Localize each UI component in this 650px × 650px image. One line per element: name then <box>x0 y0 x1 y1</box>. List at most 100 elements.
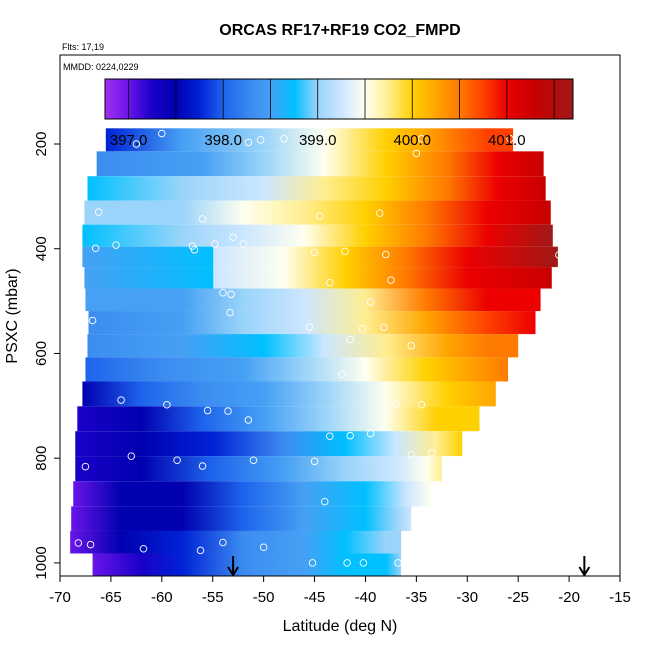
sample-point <box>310 457 319 466</box>
sample-point <box>227 290 235 299</box>
sample-point <box>555 251 563 259</box>
sample-point <box>224 407 232 415</box>
sample-point <box>407 450 416 459</box>
x-tick-label: -40 <box>355 589 377 606</box>
y-tick-label: 800 <box>33 446 50 471</box>
colorbar-tick-label: 397.0 <box>110 132 148 149</box>
sample-point <box>315 212 324 221</box>
sample-point <box>407 341 416 350</box>
sample-point <box>343 559 351 567</box>
colorbar-tick-label: 401.0 <box>488 132 526 149</box>
x-tick-label: -15 <box>609 589 631 606</box>
sample-point <box>132 140 141 148</box>
sample-point <box>219 538 227 547</box>
sample-point <box>346 431 354 440</box>
heatmap-band <box>84 267 552 289</box>
sample-point <box>359 559 368 567</box>
y-tick-label: 600 <box>33 341 50 366</box>
sample-point <box>94 208 103 216</box>
sample-point <box>203 406 212 415</box>
colorbar-ramp <box>104 78 574 120</box>
sample-point <box>427 449 436 457</box>
sample-point <box>320 497 329 506</box>
y-tick-label: 200 <box>33 131 50 156</box>
sample-point <box>341 247 349 256</box>
sample-point <box>366 429 375 438</box>
sample-point <box>86 540 95 549</box>
sample-point <box>562 264 570 273</box>
colorbar-tick-label: 399.0 <box>299 132 337 149</box>
heatmap-band <box>70 530 402 554</box>
sample-point <box>417 401 426 409</box>
y-tick-label: 1000 <box>33 546 50 579</box>
x-axis-label: Latitude (deg N) <box>283 618 398 635</box>
sample-points <box>74 129 570 567</box>
heatmap-band <box>92 553 402 576</box>
sample-point <box>117 396 125 404</box>
sample-point <box>198 462 207 470</box>
sample-point <box>229 233 237 241</box>
x-tick-label: -70 <box>49 589 71 606</box>
heatmap-band <box>96 151 544 177</box>
sample-point <box>198 215 207 223</box>
sample-point <box>190 246 199 254</box>
sample-point <box>244 138 253 147</box>
chart-title: ORCAS RF17+RF19 CO2_FMPD <box>219 22 460 39</box>
sample-point <box>544 149 553 157</box>
heatmap-band <box>77 406 480 432</box>
x-tick-label: -65 <box>100 589 122 606</box>
sample-point <box>219 288 227 297</box>
colorbar-dividers <box>128 79 555 119</box>
sample-point <box>196 546 205 555</box>
heatmap-band <box>85 288 541 312</box>
sample-point <box>112 241 120 249</box>
heatmap-band <box>82 224 553 247</box>
sample-point <box>380 323 388 332</box>
y-tick-label: 400 <box>33 236 50 261</box>
sample-point <box>249 456 258 465</box>
sample-point <box>158 129 166 138</box>
heatmap-band <box>82 246 558 268</box>
heatmap-band <box>105 128 514 152</box>
sample-point <box>394 559 402 567</box>
flights-note: Flts: 17,19 <box>62 42 104 52</box>
sample-point <box>259 543 268 551</box>
heatmap-bands <box>70 128 558 576</box>
colorbar-tick-label: 400.0 <box>393 132 431 149</box>
flight-marker-arrowhead <box>227 566 239 577</box>
sample-point <box>127 452 136 460</box>
sample-point <box>308 559 317 567</box>
heatmap-band <box>73 481 432 507</box>
heatmap-band <box>75 456 442 482</box>
sample-point <box>412 149 421 158</box>
sample-point <box>74 539 83 547</box>
sample-point <box>280 135 288 143</box>
sample-point <box>239 240 248 248</box>
x-tick-label: -55 <box>202 589 224 606</box>
flight-markers <box>227 556 591 577</box>
x-tick-label: -30 <box>456 589 478 606</box>
y-axis-label: PSXC (mbar) <box>4 268 21 363</box>
heatmap-band <box>88 311 536 335</box>
heatmap-band <box>87 176 546 201</box>
sample-point <box>417 135 426 143</box>
date-note: MMDD: 0224,0229 <box>63 62 139 72</box>
sample-point <box>226 308 234 317</box>
sample-point <box>244 416 253 424</box>
heatmap-band <box>82 381 496 407</box>
heatmap-band <box>71 506 412 531</box>
x-axis: -70 -65 -60 -55 -50 -45 -40 -35 -30 -25 -20 -15 <box>49 576 631 606</box>
sample-point <box>375 209 384 217</box>
x-tick-label: -50 <box>253 589 275 606</box>
x-tick-label: -20 <box>558 589 580 606</box>
sample-point <box>358 325 367 333</box>
sample-point <box>188 242 197 250</box>
x-tick-label: -45 <box>304 589 326 606</box>
heatmap-band <box>85 357 509 382</box>
sample-point <box>256 136 265 144</box>
x-tick-label: -25 <box>507 589 529 606</box>
sample-point <box>366 298 375 306</box>
heatmap-band <box>87 334 519 358</box>
plot-frame <box>59 54 621 577</box>
sample-point <box>326 279 334 287</box>
